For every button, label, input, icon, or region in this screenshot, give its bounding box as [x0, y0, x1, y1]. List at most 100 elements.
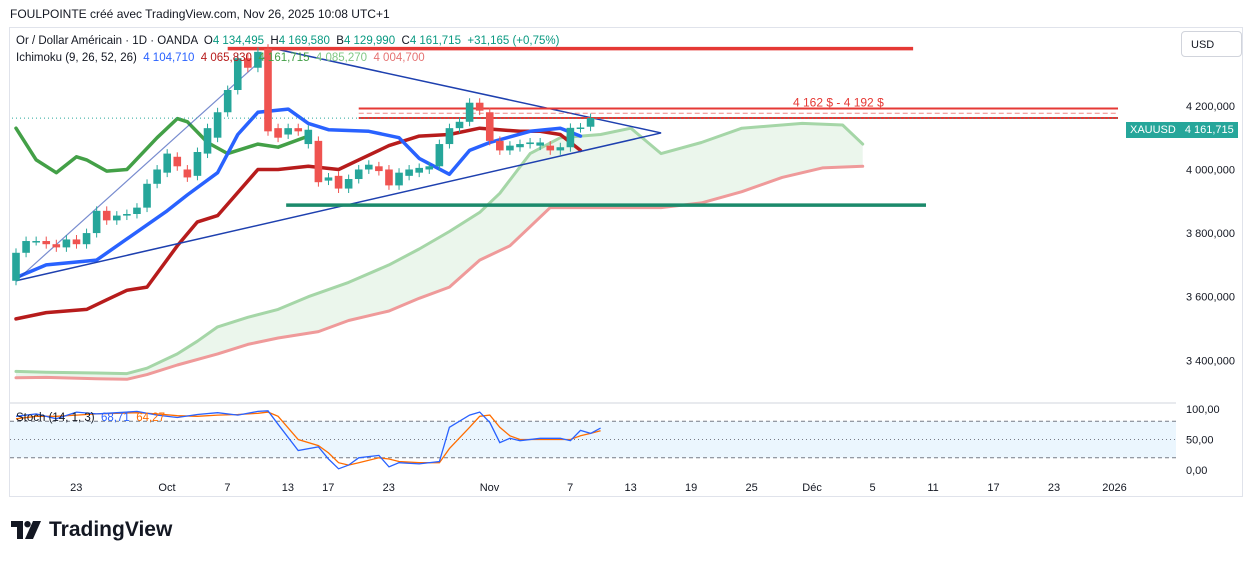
candle-body: [566, 127, 575, 148]
x-tick-label: 13: [625, 482, 637, 494]
x-tick-label: 23: [1048, 482, 1060, 494]
candle-body: [254, 51, 262, 68]
tenkan-value: 4 104,710: [143, 52, 195, 64]
candle-body: [213, 112, 222, 138]
x-tick-label: 23: [383, 482, 395, 494]
kijun-line: [14, 126, 583, 321]
high-value: 4 169,580: [278, 35, 330, 47]
x-tick-label: 17: [987, 482, 999, 494]
last-price-tag: XAUUSD 4 161,715: [1126, 122, 1238, 138]
candle-body: [82, 233, 91, 245]
candle-body: [526, 142, 534, 145]
candle-body: [556, 147, 565, 151]
candle-body: [546, 145, 555, 151]
candle-body: [163, 153, 171, 173]
candle-body: [516, 144, 524, 148]
span-b-value: 4 004,700: [373, 52, 425, 64]
senkou-span-b-line: [14, 164, 865, 381]
stoch-k-value: 68,71: [101, 412, 130, 424]
y-tick-label: 3 800,000: [1186, 228, 1235, 240]
candle-body: [223, 90, 232, 113]
change-value: +31,165 (+0,75%): [467, 35, 560, 47]
candle-body: [203, 128, 212, 154]
x-tick-label: Oct: [158, 482, 175, 494]
triangle-left-edge: [15, 48, 275, 282]
candle-body: [425, 166, 434, 170]
candle-body: [536, 142, 544, 146]
stoch-band-fill: [10, 421, 1176, 458]
price-tag-value: 4 161,715: [1184, 124, 1234, 136]
candle-body: [233, 58, 242, 90]
candle-body: [445, 128, 454, 145]
x-tick-label: 19: [685, 482, 697, 494]
candle-body: [123, 214, 131, 216]
stoch-k-line: [15, 410, 601, 470]
x-tick-label: 5: [869, 482, 875, 494]
candle-body: [334, 175, 343, 189]
ichimoku-lines: [14, 107, 865, 381]
candles: [12, 44, 595, 286]
chart-header: FOULPOINTE créé avec TradingView.com, No…: [10, 7, 390, 21]
legend-row-symbol[interactable]: Or / Dollar Américain · 1D · OANDA O4 13…: [16, 35, 559, 47]
open-label: O: [203, 35, 213, 47]
candle-body: [143, 183, 151, 208]
candle-body: [576, 127, 585, 130]
stochastic-pane: [10, 410, 1176, 470]
candle-body: [455, 121, 464, 129]
kumo-fill: [16, 123, 863, 380]
candle-body: [32, 241, 40, 243]
footer-brand-text: TradingView: [49, 518, 173, 541]
candle-body: [405, 169, 413, 176]
candle-body: [102, 210, 111, 221]
x-tick-label: 13: [282, 482, 294, 494]
y-tick-label: 4 000,000: [1186, 164, 1235, 176]
candle-body: [324, 177, 333, 181]
high-label: H: [270, 35, 279, 47]
candle-body: [475, 102, 484, 111]
x-tick-label: 11: [927, 482, 938, 494]
candle-body: [375, 166, 383, 172]
stoch-label: Stoch (14, 1, 3): [16, 412, 95, 424]
span-a-value: 4 085,270: [315, 52, 368, 64]
ichimoku-label: Ichimoku (9, 26, 52, 26): [16, 52, 137, 64]
candle-body: [173, 156, 182, 167]
y-tick-label: 3 600,000: [1186, 292, 1235, 304]
x-tick-label: 17: [322, 482, 334, 494]
chikou-value: 4 161,715: [258, 52, 310, 64]
candle-body: [133, 207, 141, 214]
tenkan-line: [14, 107, 583, 280]
drawings: 4 162 $ - 4 192 $: [12, 46, 1118, 282]
candle-body: [344, 179, 353, 189]
candle-body: [42, 241, 51, 245]
candle-body: [415, 167, 423, 173]
x-tick-label: 7: [567, 482, 573, 494]
candle-body: [92, 210, 101, 234]
candle-body: [153, 169, 161, 184]
x-tick-label: Déc: [802, 482, 822, 494]
x-tick-label: 23: [70, 482, 82, 494]
candle-body: [314, 140, 323, 183]
tradingview-logo-icon: [11, 521, 41, 539]
candle-body: [485, 112, 494, 141]
y-tick-label: 4 200,000: [1186, 101, 1235, 113]
senkou-span-a-line: [14, 121, 865, 376]
legend-row-stoch[interactable]: Stoch (14, 1, 3) 68,71 64,27: [16, 412, 165, 424]
open-value: 4 134,495: [212, 35, 264, 47]
symbol-name: Or / Dollar Américain · 1D · OANDA: [16, 35, 198, 47]
candle-body: [183, 169, 192, 178]
close-label: C: [401, 35, 410, 47]
footer-brand[interactable]: TradingView: [11, 518, 172, 542]
x-tick-label: 7: [224, 482, 230, 494]
stoch-level-label: 100,00: [1186, 404, 1220, 416]
legend-row-ichimoku[interactable]: Ichimoku (9, 26, 52, 26) 4 104,710 4 065…: [16, 52, 425, 64]
candle-body: [506, 145, 514, 151]
candle-body: [72, 239, 81, 245]
candle-body: [395, 172, 403, 186]
candle-body: [385, 169, 393, 186]
kijun-value: 4 065,830: [200, 52, 252, 64]
x-tick-label: Nov: [480, 482, 500, 494]
close-value: 4 161,715: [409, 35, 461, 47]
currency-button[interactable]: USD: [1181, 31, 1242, 57]
stoch-d-value: 64,27: [136, 412, 165, 424]
